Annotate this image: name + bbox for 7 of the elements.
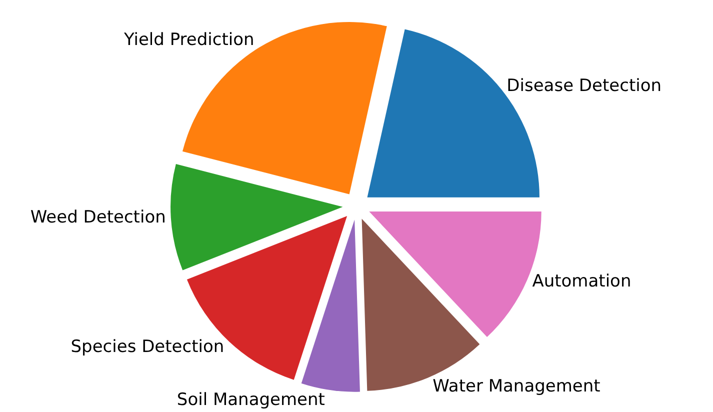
- slice-label: Disease Detection: [506, 76, 662, 96]
- slice-label: Soil Management: [176, 390, 326, 410]
- slice-label: Automation: [532, 271, 632, 292]
- slice-label: Species Detection: [70, 336, 224, 357]
- slice-label: Weed Detection: [30, 208, 166, 228]
- slice-label: Yield Prediction: [122, 30, 254, 50]
- slice-label: Water Management: [432, 376, 601, 396]
